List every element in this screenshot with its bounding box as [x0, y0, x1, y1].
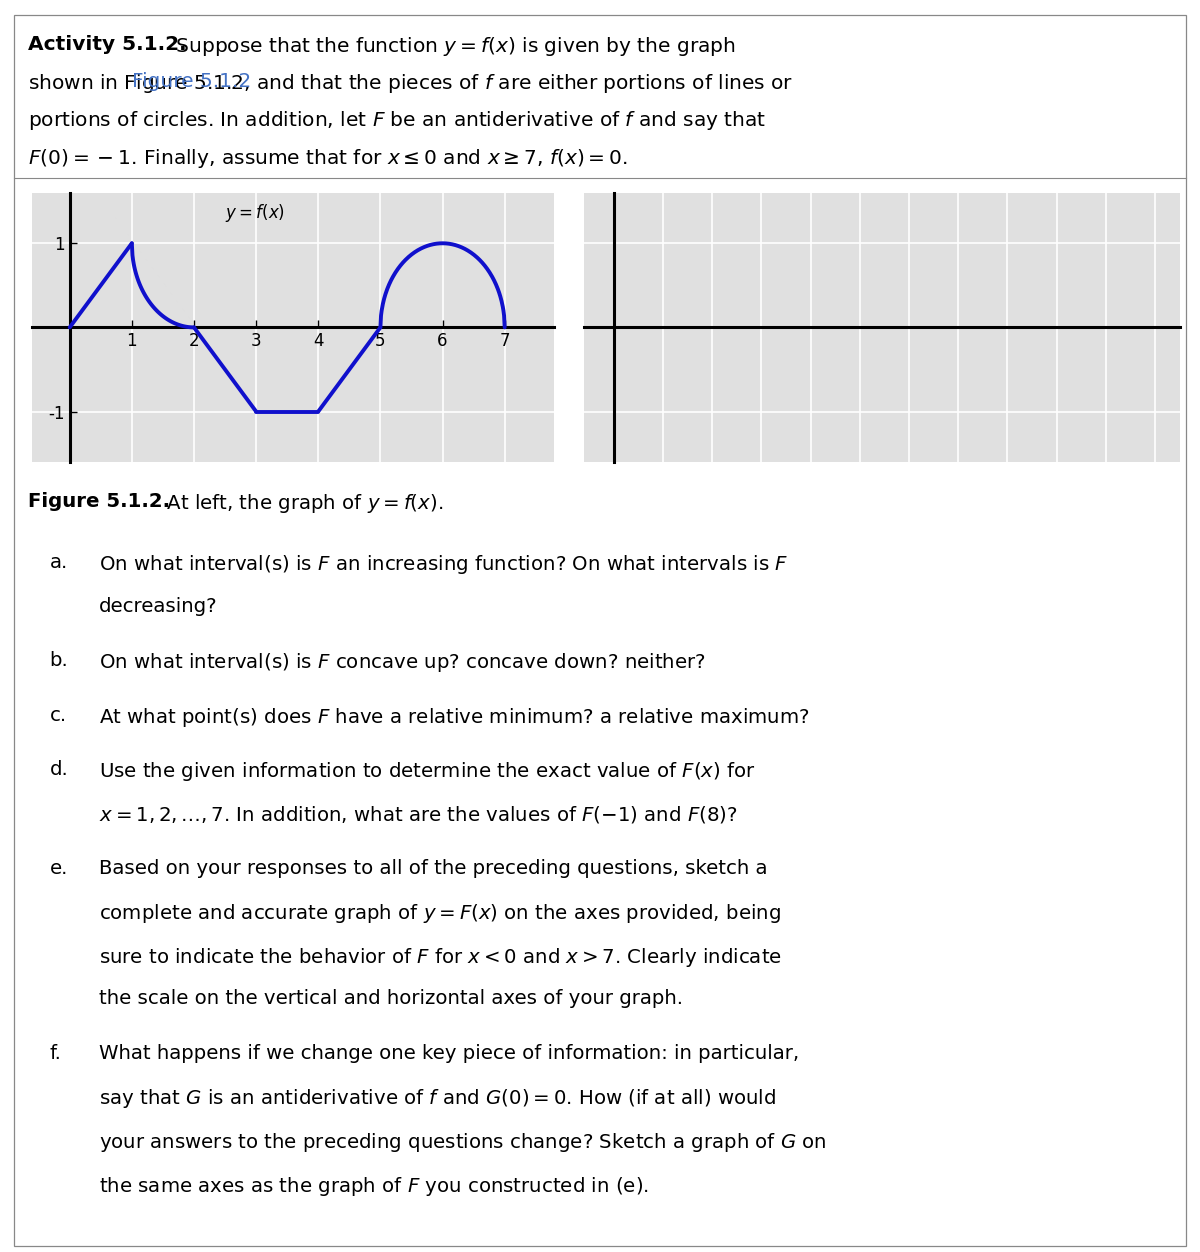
Text: c.: c.	[49, 706, 67, 725]
Text: e.: e.	[49, 859, 68, 878]
Text: $F(0) = -1$. Finally, assume that for $x \leq 0$ and $x \geq 7$, $f(x) = 0$.: $F(0) = -1$. Finally, assume that for $x…	[29, 146, 629, 170]
Text: Use the given information to determine the exact value of $F(x)$ for: Use the given information to determine t…	[98, 760, 755, 784]
Text: a.: a.	[49, 553, 67, 572]
Text: Based on your responses to all of the preceding questions, sketch a: Based on your responses to all of the pr…	[98, 859, 767, 878]
Text: sure to indicate the behavior of $F$ for $x < 0$ and $x > 7$. Clearly indicate: sure to indicate the behavior of $F$ for…	[98, 945, 781, 969]
Text: shown in Figure 5.1.2, and that the pieces of $f$ are either portions of lines o: shown in Figure 5.1.2, and that the piec…	[29, 71, 793, 95]
Text: say that $G$ is an antiderivative of $f$ and $G(0) = 0$. How (if at all) would: say that $G$ is an antiderivative of $f$…	[98, 1088, 776, 1111]
Text: Suppose that the function $y = f(x)$ is given by the graph: Suppose that the function $y = f(x)$ is …	[163, 35, 736, 58]
Text: Activity 5.1.2.: Activity 5.1.2.	[29, 35, 187, 54]
Text: your answers to the preceding questions change? Sketch a graph of $G$ on: your answers to the preceding questions …	[98, 1131, 827, 1154]
Text: At left, the graph of $y = f(x)$.: At left, the graph of $y = f(x)$.	[154, 492, 443, 516]
Text: Figure 5.1.2: Figure 5.1.2	[132, 71, 251, 91]
Text: complete and accurate graph of $y = F(x)$ on the axes provided, being: complete and accurate graph of $y = F(x)…	[98, 903, 781, 925]
Text: d.: d.	[49, 760, 68, 780]
Text: portions of circles. In addition, let $F$ be an antiderivative of $f$ and say th: portions of circles. In addition, let $F…	[29, 109, 767, 133]
Text: $x = 1, 2, \ldots, 7$. In addition, what are the values of $F(-1)$ and $F(8)$?: $x = 1, 2, \ldots, 7$. In addition, what…	[98, 804, 737, 825]
Text: f.: f.	[49, 1044, 61, 1063]
Text: Figure 5.1.2.: Figure 5.1.2.	[29, 492, 170, 511]
Text: the scale on the vertical and horizontal axes of your graph.: the scale on the vertical and horizontal…	[98, 989, 683, 1008]
Text: the same axes as the graph of $F$ you constructed in (e).: the same axes as the graph of $F$ you co…	[98, 1174, 649, 1198]
Text: What happens if we change one key piece of information: in particular,: What happens if we change one key piece …	[98, 1044, 799, 1063]
Text: At what point(s) does $F$ have a relative minimum? a relative maximum?: At what point(s) does $F$ have a relativ…	[98, 706, 810, 729]
Text: b.: b.	[49, 651, 68, 670]
Text: On what interval(s) is $F$ concave up? concave down? neither?: On what interval(s) is $F$ concave up? c…	[98, 651, 706, 675]
Text: decreasing?: decreasing?	[98, 597, 217, 616]
Text: $y = f(x)$: $y = f(x)$	[226, 202, 284, 224]
Text: On what interval(s) is $F$ an increasing function? On what intervals is $F$: On what interval(s) is $F$ an increasing…	[98, 553, 788, 576]
